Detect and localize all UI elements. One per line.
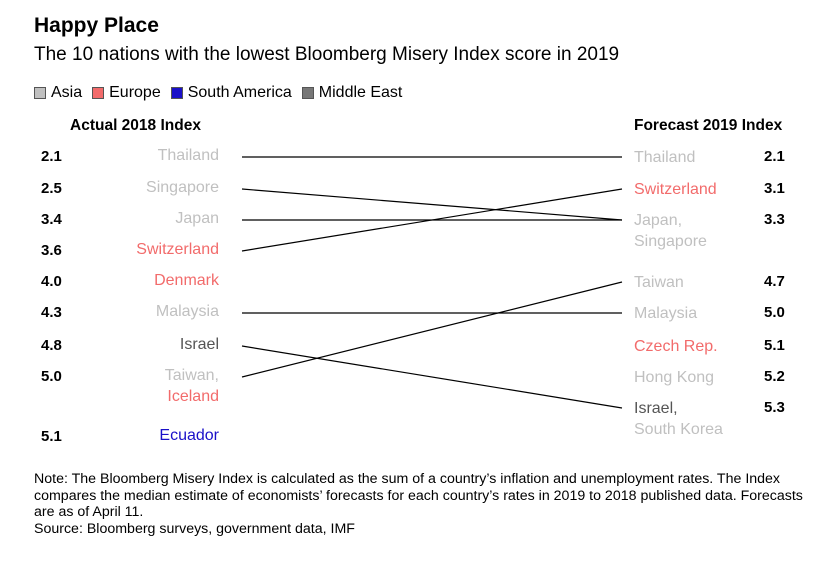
left-value-2: 3.4 [41, 211, 62, 228]
left-country-thailand: Thailand [157, 147, 219, 164]
legend-swatch-south-america [170, 87, 183, 99]
left-country-israel: Israel [179, 336, 219, 353]
right-value-1: 3.1 [764, 180, 785, 197]
legend: Asia Europe South America Middle East [34, 84, 402, 102]
right-value-2: 3.3 [764, 211, 785, 228]
right-country-singapore: Singapore [634, 233, 707, 250]
right-country-hong-kong: Hong Kong [634, 369, 715, 386]
right-country-thailand: Thailand [634, 149, 696, 166]
left-value-0: 2.1 [41, 148, 62, 165]
right-country-malaysia: Malaysia [634, 305, 698, 322]
left-value-5: 4.3 [41, 304, 62, 321]
right-country-taiwan: Taiwan [634, 274, 684, 291]
legend-swatch-middle-east [301, 87, 314, 99]
right-value-4: 5.0 [764, 304, 785, 321]
left-country-taiwan: Taiwan, [164, 367, 219, 384]
right-country-israel: Israel, [634, 400, 678, 417]
right-country-south-korea: South Korea [634, 421, 723, 438]
left-value-6: 4.8 [41, 337, 62, 354]
footnote: Note: The Bloomberg Misery Index is calc… [34, 471, 804, 537]
legend-label-europe: Europe [109, 84, 161, 101]
left-value-4: 4.0 [41, 273, 62, 290]
legend-item-south-america: South America [170, 84, 292, 102]
chart-title: Happy Place [34, 14, 159, 37]
right-country-czech-rep: Czech Rep. [634, 338, 718, 355]
legend-swatch-europe [92, 87, 105, 99]
left-value-8: 5.1 [41, 428, 62, 445]
left-country-ecuador: Ecuador [159, 427, 219, 444]
note-text: Note: The Bloomberg Misery Index is calc… [34, 471, 803, 520]
right-country-japan: Japan, [634, 212, 683, 229]
left-value-7: 5.0 [41, 368, 62, 385]
legend-swatch-asia [34, 87, 46, 99]
left-value-1: 2.5 [41, 180, 62, 197]
right-value-3: 4.7 [764, 273, 785, 290]
slope-line-israel [241, 345, 623, 409]
slope-line-taiwan [241, 281, 623, 378]
legend-label-middle-east: Middle East [318, 84, 403, 101]
legend-label-asia: Asia [51, 84, 83, 101]
right-value-0: 2.1 [764, 148, 785, 165]
right-column-header: Forecast 2019 Index [634, 117, 783, 134]
legend-label-south-america: South America [187, 84, 292, 101]
left-country-iceland: Iceland [167, 388, 219, 405]
right-value-7: 5.3 [764, 399, 785, 416]
right-value-5: 5.1 [764, 337, 785, 354]
chart-subtitle: The 10 nations with the lowest Bloomberg… [34, 44, 620, 65]
legend-item-europe: Europe [92, 84, 161, 102]
left-country-denmark: Denmark [154, 272, 219, 289]
source-text: Source: Bloomberg surveys, government da… [34, 520, 355, 537]
left-value-3: 3.6 [41, 242, 62, 259]
slope-line-singapore [241, 188, 623, 221]
legend-item-asia: Asia [34, 84, 82, 102]
left-country-singapore: Singapore [146, 179, 219, 196]
left-column-header: Actual 2018 Index [70, 117, 201, 134]
legend-item-middle-east: Middle East [301, 84, 403, 102]
left-country-japan: Japan [175, 210, 219, 227]
right-country-switzerland: Switzerland [634, 181, 717, 198]
left-country-switzerland: Switzerland [136, 241, 219, 258]
slope-line-switzerland [241, 188, 623, 252]
left-country-malaysia: Malaysia [155, 303, 219, 320]
right-value-6: 5.2 [764, 368, 785, 385]
